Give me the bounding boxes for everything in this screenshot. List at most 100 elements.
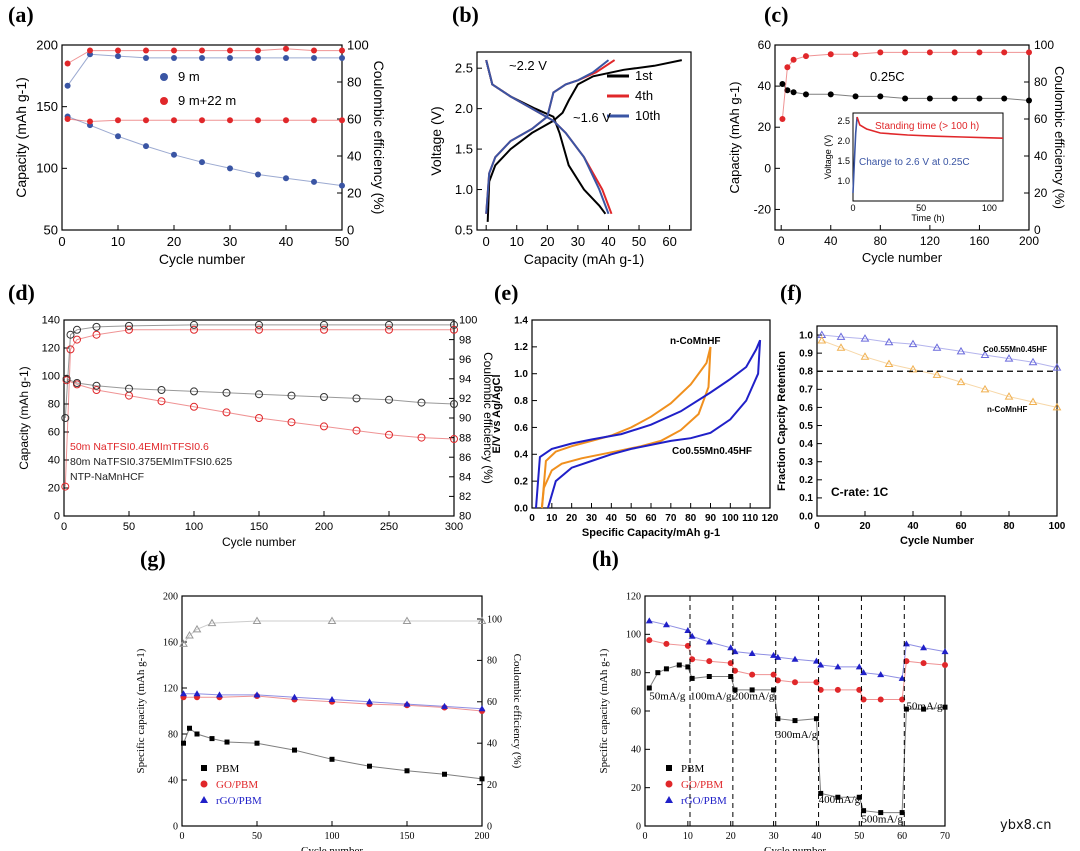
data-point-f [908, 364, 918, 373]
inset-label-c: Charge to 2.6 V at 0.25C [859, 157, 970, 168]
panel-label-h: (h) [592, 546, 619, 571]
x-tick-label-h: 20 [726, 831, 736, 842]
data-point-a [171, 117, 177, 124]
data-point-c [1026, 97, 1032, 104]
y2-tick-label-d: 90 [459, 413, 471, 425]
data-point-d [92, 322, 101, 331]
legend-marker-g [201, 765, 207, 771]
data-point-c [877, 93, 884, 100]
panel-label-b: (b) [452, 2, 479, 27]
data-point-h [835, 794, 841, 800]
y-tick-label-h: 80 [631, 668, 641, 679]
x-axis-label-a: Cycle number [159, 251, 246, 267]
data-point-d [320, 422, 328, 431]
data-point-d [190, 320, 198, 329]
y-tick-label-c: 0 [764, 161, 771, 175]
series-trace-d [64, 329, 454, 487]
data-point-g [403, 700, 411, 707]
data-point-c [902, 49, 909, 56]
data-point-d [73, 335, 81, 344]
data-point-h [689, 675, 695, 681]
data-point-d [92, 386, 101, 394]
x-tick-label-c: 0 [778, 234, 785, 248]
x-tick-label-a: 0 [58, 234, 65, 249]
data-point-d [450, 325, 458, 334]
legend-marker-h [665, 780, 673, 788]
y-tick-label-d: 120 [42, 343, 60, 355]
x-tick-label-d: 100 [185, 521, 203, 533]
y-tick-label-h: 40 [631, 745, 641, 756]
data-point-h [834, 663, 842, 670]
legend-label-d: NTP-NaMnHCF [70, 471, 144, 483]
y2-tick-label-g: 60 [487, 697, 497, 708]
x-tick-label-c: 40 [824, 234, 838, 248]
x-tick-label-g: 0 [180, 831, 185, 842]
data-point-h [792, 718, 798, 724]
legend-marker-a [160, 73, 168, 81]
panel-label-a: (a) [8, 2, 34, 27]
data-point-a [283, 117, 289, 124]
data-point-f [860, 352, 870, 360]
y2-tick-label-c: 20 [1034, 186, 1048, 200]
x-axis-label-c: Cycle number [862, 250, 943, 265]
y-tick-label-f: 0.3 [799, 457, 813, 468]
plot-frame-f [816, 325, 1058, 517]
data-point-g [404, 768, 410, 774]
data-point-c [790, 56, 797, 63]
y2-tick-label-c: 0 [1034, 223, 1041, 237]
data-point-c [790, 89, 797, 96]
y2-tick-label-a: 40 [347, 148, 361, 163]
data-point-d [190, 387, 198, 396]
data-point-g [185, 631, 194, 639]
x-tick-label-e: 70 [665, 513, 677, 524]
series-line-e [546, 340, 762, 509]
data-point-g [252, 616, 262, 625]
y-tick-label-a: 100 [36, 161, 58, 176]
y-axis-label-e: E/V vs Ag/AgCl [491, 374, 503, 453]
inset-x-tick-label-c: 100 [982, 203, 997, 213]
data-point-h [684, 642, 691, 649]
y2-tick-label-a: 100 [347, 37, 369, 52]
plot-frame-h [644, 595, 946, 827]
data-point-h [706, 674, 712, 679]
x-axis-label-e: Specific Capacity/mAh g-1 [582, 527, 720, 539]
data-point-h [749, 671, 756, 678]
data-point-d [62, 374, 71, 383]
inset-series-c [852, 116, 858, 194]
data-point-c [1026, 49, 1032, 56]
x-tick-label-h: 10 [683, 831, 693, 842]
inset-series-c [856, 116, 1004, 139]
y-tick-label-b: 1.0 [455, 182, 473, 197]
data-point-d [66, 345, 75, 354]
data-point-a [143, 143, 149, 150]
data-point-a [255, 171, 261, 178]
data-point-d [352, 394, 361, 403]
rate-label-h: 50mA/g [906, 700, 943, 712]
data-point-f [980, 384, 990, 393]
data-point-h [774, 677, 781, 684]
series-line-e [540, 346, 712, 509]
data-point-g [402, 616, 412, 625]
data-point-c [1001, 49, 1008, 56]
data-point-g [180, 690, 187, 697]
x-axis-label-g: Cycle number [301, 845, 363, 851]
y-tick-label-h: 0 [636, 821, 641, 832]
data-point-h [899, 696, 906, 703]
data-point-a [311, 178, 317, 185]
x-tick-label-b: 30 [571, 234, 585, 249]
data-point-g [187, 725, 192, 731]
data-point-f [1052, 363, 1062, 371]
legend-label-b: 4th [635, 88, 653, 103]
y-axis-label-d: Capacity (mAh g-1) [17, 366, 31, 469]
data-point-h [942, 662, 948, 668]
y-tick-label-b: 2.5 [455, 61, 473, 76]
series-trace-f [821, 340, 1058, 408]
y-tick-label-a: 50 [44, 222, 58, 237]
rate-label-h: 200mA/g [733, 691, 775, 703]
data-point-h [834, 686, 841, 693]
data-point-h [662, 621, 670, 628]
data-point-h [817, 686, 824, 693]
x-tick-label-h: 0 [643, 831, 648, 842]
series-line-b [485, 59, 610, 215]
legend-label-h: PBM [681, 763, 704, 775]
